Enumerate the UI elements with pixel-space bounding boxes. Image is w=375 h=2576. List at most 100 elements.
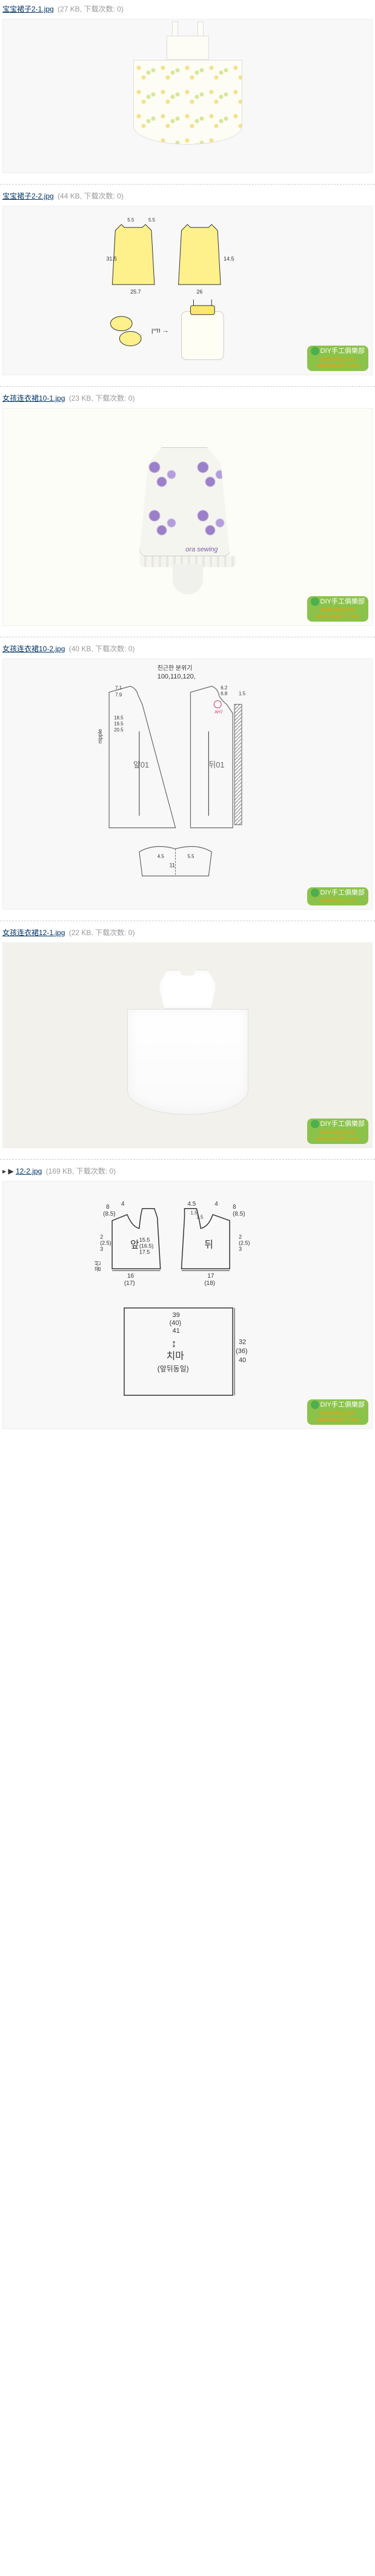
separator (0, 184, 375, 185)
watermark: DIY手工俱樂部 www.hdiy.com www.shop07.com (307, 596, 368, 622)
watermark: DIY手工俱樂部 www.hdiy.com www.shop07.com (307, 1119, 368, 1144)
image-container (0, 18, 375, 179)
watermark: DIY手工俱樂部 www.hdiy.com www.shop07.com (307, 346, 368, 371)
file-meta-text: (169 KB, 下载次数: 0) (46, 1167, 116, 1175)
svg-text:16: 16 (127, 1273, 134, 1280)
attachment-image[interactable] (2, 19, 373, 173)
svg-text:(2.5): (2.5) (100, 1240, 111, 1246)
svg-text:26: 26 (196, 289, 202, 295)
image-container: ora sewing DIY手工俱樂部 www.hdiy.com www.sho… (0, 407, 375, 632)
dress-illustration (133, 36, 242, 157)
attachment-header: ▸ ▶ 12-2.jpg (169 KB, 下载次数: 0) (0, 1162, 375, 1180)
attachment-image[interactable]: DIY手工俱樂部 www.hdiy.com www.shop07.com (2, 942, 373, 1148)
svg-text:8: 8 (233, 1204, 236, 1211)
separator (0, 386, 375, 387)
svg-text:14.5: 14.5 (224, 255, 234, 261)
attachment-header: 女孩连衣裙10-2.jpg (40 KB, 下载次数: 0) (0, 640, 375, 657)
attachment-link[interactable]: 12-2.jpg (16, 1167, 42, 1175)
svg-text:8: 8 (106, 1204, 110, 1211)
file-meta-text: (23 KB, 下载次数: 0) (69, 394, 135, 402)
svg-text:(앞뒤동일): (앞뒤동일) (158, 1364, 189, 1373)
attachment-header: 宝宝裙子2-2.jpg (44 KB, 下载次数: 0) (0, 187, 375, 205)
attachment-item: 宝宝裙子2-1.jpg (27 KB, 下载次数: 0) (0, 0, 375, 179)
prefix-icons: ▸ ▶ (2, 1167, 14, 1175)
attachment-link[interactable]: 宝宝裙子2-1.jpg (2, 5, 54, 13)
attachment-link[interactable]: 宝宝裙子2-2.jpg (2, 192, 54, 200)
svg-text:앞: 앞 (130, 1239, 139, 1250)
svg-text:32: 32 (239, 1339, 246, 1346)
file-meta-text: (22 KB, 下载次数: 0) (69, 928, 135, 937)
svg-text:11: 11 (170, 862, 175, 868)
svg-text:6.8: 6.8 (221, 691, 228, 697)
svg-text:(36): (36) (236, 1348, 247, 1355)
svg-text:(8.5): (8.5) (103, 1211, 115, 1218)
svg-text:뒤01: 뒤01 (208, 760, 224, 769)
attachment-item: 女孩连衣裙10-1.jpg (23 KB, 下载次数: 0) ora sewin… (0, 389, 375, 632)
svg-text:7.1: 7.1 (115, 685, 122, 691)
svg-text:4: 4 (121, 1201, 125, 1208)
svg-text:17.5: 17.5 (139, 1249, 150, 1255)
attachment-header: 女孩连衣裙12-1.jpg (22 KB, 下载次数: 0) (0, 924, 375, 941)
svg-text:15.5: 15.5 (139, 1237, 150, 1243)
dim-label: 25.7 (130, 289, 141, 295)
attachment-link[interactable]: 女孩连衣裙12-1.jpg (2, 928, 65, 937)
svg-text:(8.5): (8.5) (233, 1211, 245, 1218)
ora-sewing-label: ora sewing (185, 546, 217, 553)
svg-text:(40): (40) (170, 1319, 181, 1327)
svg-text:31.5: 31.5 (106, 255, 116, 261)
attachment-header: 女孩连衣裙10-1.jpg (23 KB, 下载次数: 0) (0, 389, 375, 407)
watermark: DIY手工俱樂部 www.hdiy.com (307, 887, 368, 905)
svg-text:41: 41 (173, 1327, 180, 1335)
attachment-image[interactable]: ora sewing DIY手工俱樂部 www.hdiy.com www.sho… (2, 408, 373, 626)
svg-text:7.9: 7.9 (115, 692, 122, 698)
image-container: DIY手工俱樂部 www.hdiy.com www.shop07.com (0, 941, 375, 1154)
size-header: 친근한 분위기 (158, 664, 193, 672)
svg-text:앞01: 앞01 (133, 760, 149, 769)
attachment-image[interactable]: 친근한 분위기 100,110,120, 앞01 nipple 7.1 7.9 … (2, 659, 373, 910)
watermark: DIY手工俱樂部 www.hdiy.com www.shop07.com (307, 1399, 368, 1425)
svg-text:2: 2 (100, 1234, 103, 1240)
svg-text:5.5: 5.5 (127, 217, 134, 223)
svg-text:4: 4 (214, 1201, 218, 1208)
attachment-link[interactable]: 女孩连衣裙10-1.jpg (2, 394, 65, 402)
svg-text:(16.5): (16.5) (139, 1243, 153, 1249)
attachment-item: ▸ ▶ 12-2.jpg (169 KB, 下载次数: 0) 앞 4 8 (8.… (0, 1162, 375, 1435)
svg-text:골선: 골선 (95, 1261, 102, 1272)
svg-text:4.5: 4.5 (158, 853, 165, 859)
svg-text:100,110,120,: 100,110,120, (158, 673, 196, 680)
file-meta-text: (27 KB, 下载次数: 0) (58, 5, 124, 13)
svg-text:2: 2 (239, 1234, 242, 1240)
file-meta-text: (40 KB, 下载次数: 0) (69, 645, 135, 653)
attachment-image[interactable]: 25.7 26 31.5 14.5 5.5 5.5 וזיין → DIY手工俱… (2, 206, 373, 375)
dress-illustration (127, 970, 248, 1121)
svg-text:40: 40 (239, 1357, 246, 1364)
svg-text:3: 3 (100, 1246, 103, 1252)
svg-text:5.5: 5.5 (148, 217, 156, 223)
svg-text:3: 3 (239, 1246, 242, 1252)
attachment-header: 宝宝裙子2-1.jpg (27 KB, 下载次数: 0) (0, 0, 375, 18)
pattern-diagram: 앞 4 8 (8.5) 2 (2.5) 3 15.5 (16.5) 17.5 1… (3, 1181, 372, 1428)
dress-illustration: ora sewing (139, 447, 236, 586)
svg-text:20.5: 20.5 (114, 727, 124, 732)
svg-text:AH7: AH7 (214, 711, 223, 715)
svg-text:(2.5): (2.5) (239, 1240, 250, 1246)
svg-text:1.5: 1.5 (239, 691, 246, 697)
svg-text:↕: ↕ (171, 1338, 177, 1350)
svg-text:nipple: nipple (97, 729, 103, 743)
attachment-link[interactable]: 女孩连衣裙10-2.jpg (2, 645, 65, 653)
svg-text:(17): (17) (124, 1280, 135, 1287)
file-meta-text: (44 KB, 下载次数: 0) (58, 192, 124, 200)
attachment-image[interactable]: 앞 4 8 (8.5) 2 (2.5) 3 15.5 (16.5) 17.5 1… (2, 1181, 373, 1429)
svg-text:18.5: 18.5 (114, 715, 124, 721)
svg-text:6.2: 6.2 (221, 685, 228, 691)
svg-text:39: 39 (173, 1312, 180, 1319)
attachment-item: 女孩连衣裙10-2.jpg (40 KB, 下载次数: 0) 친근한 분위기 1… (0, 640, 375, 916)
image-container: 앞 4 8 (8.5) 2 (2.5) 3 15.5 (16.5) 17.5 1… (0, 1180, 375, 1435)
svg-text:וזיין →: וזיין → (151, 327, 169, 335)
separator (0, 1159, 375, 1160)
svg-text:(18): (18) (204, 1280, 215, 1287)
svg-text:19.5: 19.5 (114, 721, 124, 726)
svg-text:4.5: 4.5 (188, 1201, 196, 1208)
svg-text:17: 17 (207, 1273, 214, 1280)
svg-text:5.5: 5.5 (188, 853, 195, 859)
